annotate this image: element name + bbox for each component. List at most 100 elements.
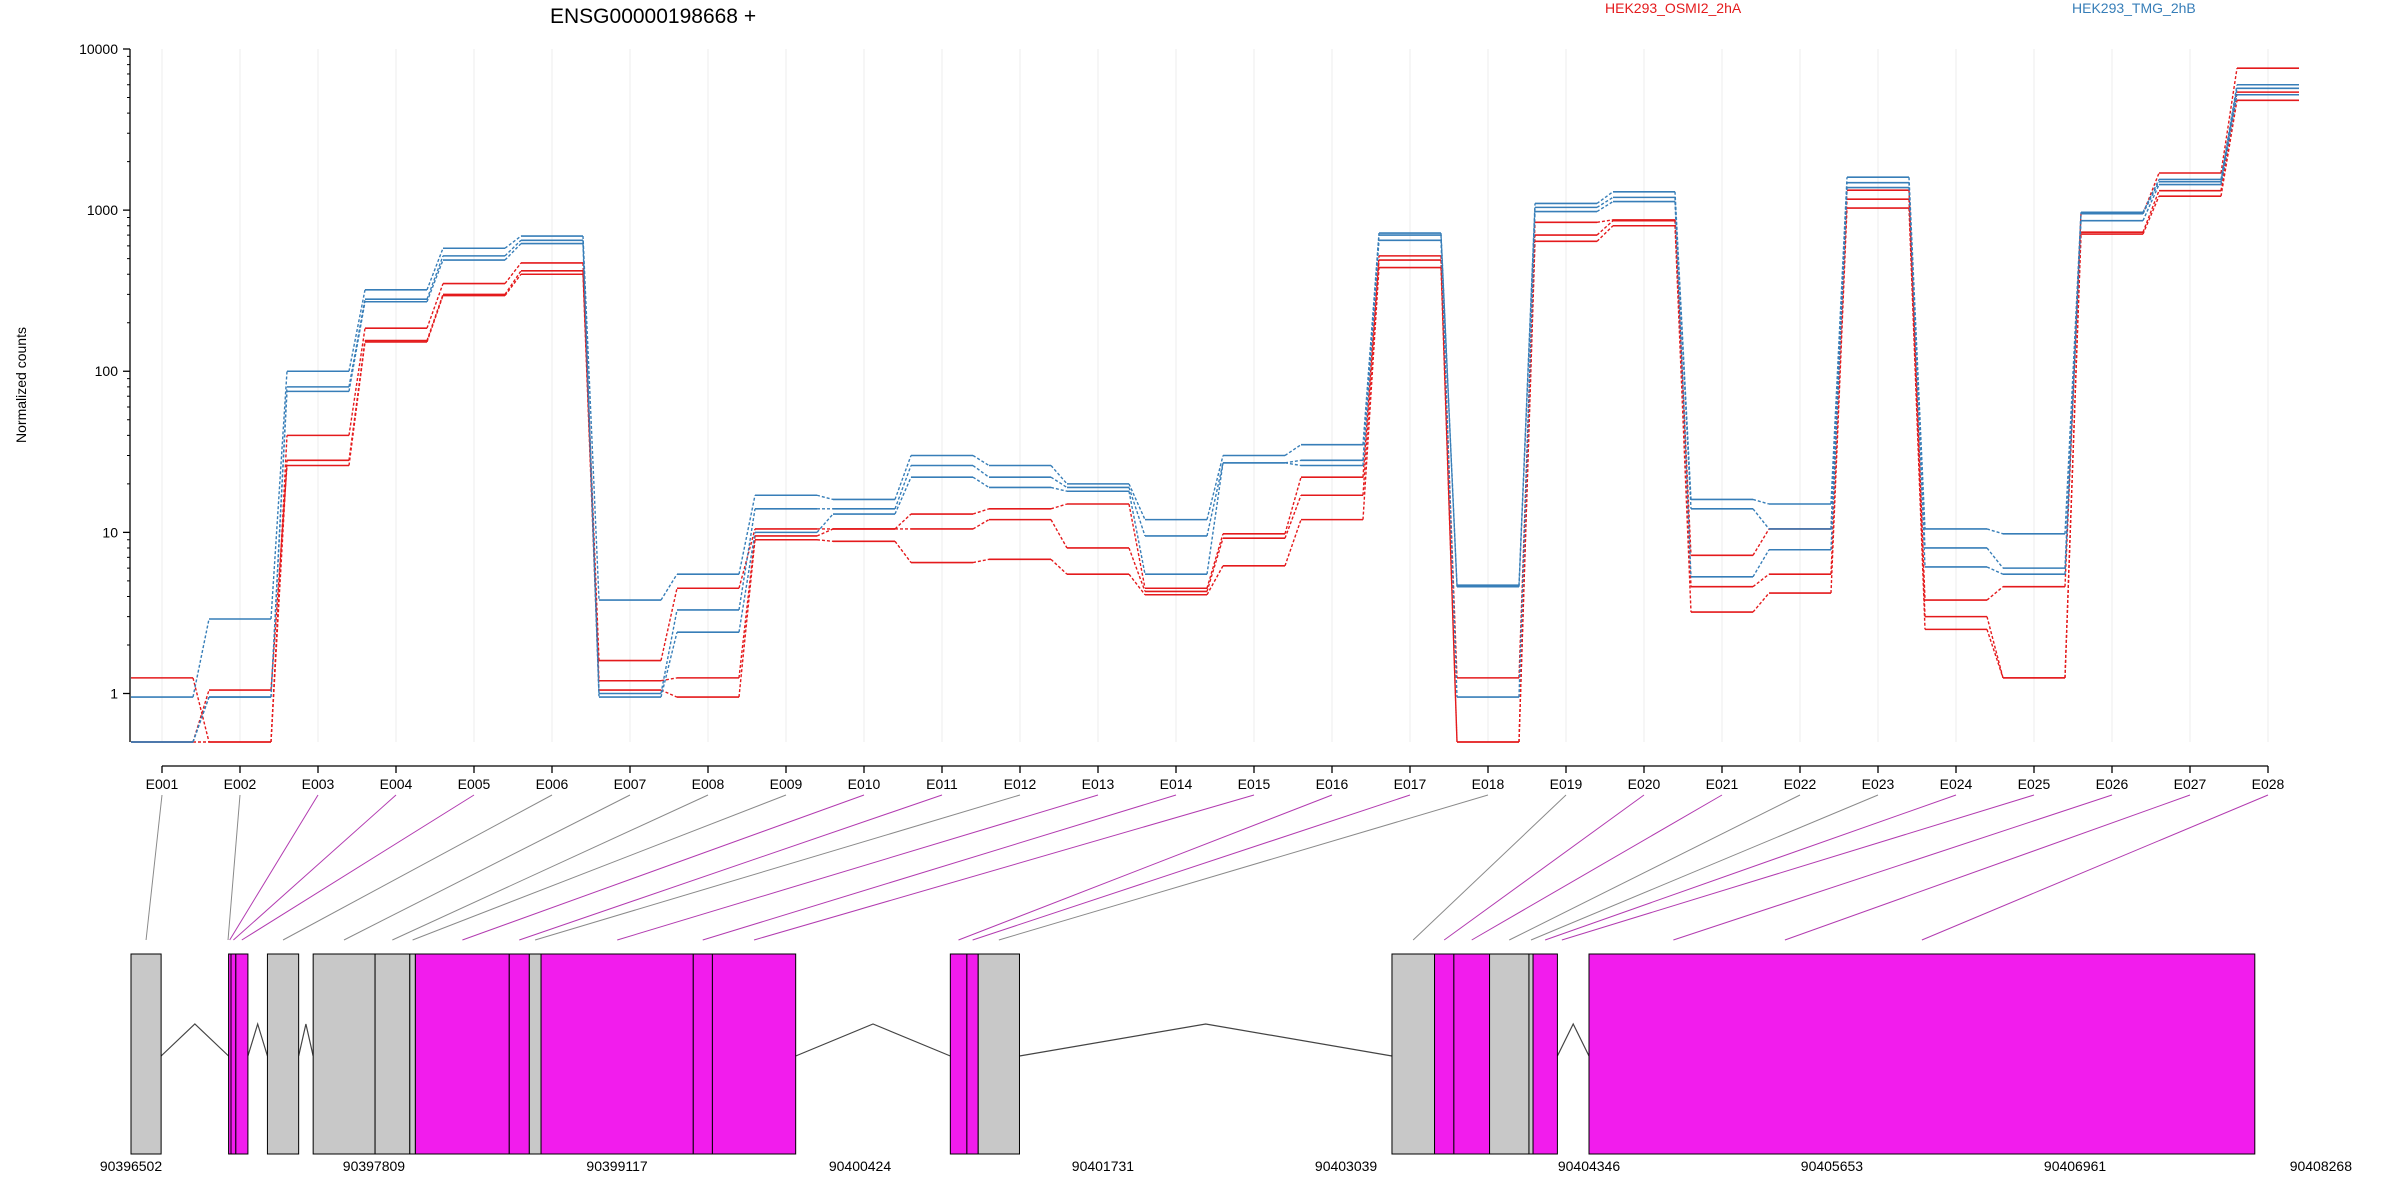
- exon-box: [409, 953, 416, 1155]
- bin-connector: [1544, 794, 1957, 941]
- series-connector: [504, 235, 522, 249]
- series-connector: [1986, 528, 2004, 535]
- series-connector: [1440, 267, 1458, 743]
- bin-connector: [241, 794, 475, 941]
- series-connector: [2220, 92, 2238, 191]
- series-connector: [426, 259, 444, 302]
- series-connector: [1050, 476, 1068, 489]
- exon-box: [508, 953, 530, 1155]
- legend-entry-osmi: HEK293_OSMI2_2hA: [1605, 0, 1742, 16]
- series-connector: [1830, 177, 1848, 505]
- series-connector: [660, 573, 678, 601]
- exon-box: [540, 953, 694, 1155]
- series-connector: [2142, 190, 2160, 233]
- series-connector: [2064, 220, 2082, 575]
- series-connector: [972, 454, 990, 467]
- genomic-coordinate-label: 90403039: [1315, 1158, 1378, 1174]
- series-connector: [270, 371, 288, 620]
- series-connector: [504, 239, 522, 257]
- series-connector: [1518, 207, 1536, 587]
- exon-box: [1588, 953, 2256, 1155]
- x-tick-label: E009: [770, 776, 803, 792]
- series-connector: [660, 588, 678, 661]
- bin-connector: [1784, 794, 2191, 941]
- series-connector: [1752, 549, 1770, 578]
- x-tick-label: E028: [2252, 776, 2285, 792]
- x-tick-label: E010: [848, 776, 881, 792]
- x-tick-label: E027: [2174, 776, 2207, 792]
- series-connector: [738, 532, 756, 633]
- exon-box: [414, 953, 510, 1155]
- series-connector: [1284, 494, 1302, 539]
- x-tick-label: E002: [224, 776, 257, 792]
- exon-box: [692, 953, 713, 1155]
- series-connector: [1362, 267, 1380, 520]
- series-connector: [348, 328, 366, 436]
- series-connector: [1752, 508, 1770, 530]
- genomic-coordinate-label: 90405653: [1801, 1158, 1864, 1174]
- series-connector: [2064, 234, 2082, 678]
- x-tick-label: E004: [380, 776, 413, 792]
- series-connector: [2142, 184, 2160, 221]
- series-connector: [270, 460, 288, 743]
- series-connector: [1362, 240, 1380, 466]
- series-connector: [2142, 181, 2160, 215]
- series-connector: [1596, 225, 1614, 242]
- series-connector: [1596, 200, 1614, 213]
- series-connector: [426, 255, 444, 300]
- x-tick-label: E011: [926, 776, 958, 792]
- series-connector: [1284, 444, 1302, 457]
- genomic-coordinate-label: 90408268: [2290, 1158, 2353, 1174]
- series-connector: [1284, 519, 1302, 567]
- series-connector: [1752, 498, 1770, 505]
- x-tick-label: E007: [614, 776, 647, 792]
- bin-connector: [1921, 794, 2269, 941]
- series-connector: [894, 476, 912, 515]
- series-connector: [1752, 528, 1770, 556]
- series-connector: [504, 262, 522, 285]
- exon-box: [1434, 953, 1455, 1155]
- series-connector: [1128, 503, 1146, 589]
- bin-connector: [702, 794, 1177, 941]
- series-connector: [1206, 538, 1224, 592]
- series-connector: [2142, 179, 2160, 213]
- series-connector: [660, 677, 678, 682]
- series-connector: [348, 341, 366, 466]
- y-tick-label: 10000: [79, 41, 118, 57]
- series-connector: [1830, 208, 1848, 594]
- exon-box: [528, 953, 542, 1155]
- series-connector: [426, 247, 444, 291]
- series-connector: [270, 391, 288, 698]
- exon-box: [1528, 953, 1534, 1155]
- x-tick-label: E023: [1862, 776, 1895, 792]
- intron-line: [795, 1023, 951, 1057]
- intron-line: [160, 1023, 229, 1057]
- intron-line: [1019, 1023, 1393, 1057]
- x-tick-label: E006: [536, 776, 569, 792]
- series-connector: [972, 558, 990, 564]
- series-connector: [1596, 219, 1614, 224]
- bin-connector: [1673, 794, 2113, 941]
- series-connector: [738, 539, 756, 698]
- legend-entry-tmg: HEK293_TMG_2hB: [2072, 0, 2196, 16]
- x-tick-label: E024: [1940, 776, 1973, 792]
- series-connector: [1518, 241, 1536, 743]
- x-tick-label: E021: [1706, 776, 1739, 792]
- x-tick-label: E026: [2096, 776, 2129, 792]
- exon-box: [374, 953, 411, 1155]
- series-connector: [1050, 503, 1068, 510]
- exon-box: [711, 953, 797, 1155]
- bin-connector: [1561, 794, 2035, 941]
- series-connector: [504, 243, 522, 261]
- bin-connector: [534, 794, 1021, 941]
- x-tick-label: E003: [302, 776, 335, 792]
- series-connector: [348, 301, 366, 392]
- series-connector: [1050, 558, 1068, 575]
- bin-connector: [227, 794, 241, 941]
- bin-connector: [233, 794, 397, 941]
- series-connector: [1830, 187, 1848, 550]
- genomic-coordinate-label: 90400424: [829, 1158, 892, 1174]
- series-connector: [1284, 462, 1302, 467]
- series-connector: [1986, 566, 2004, 575]
